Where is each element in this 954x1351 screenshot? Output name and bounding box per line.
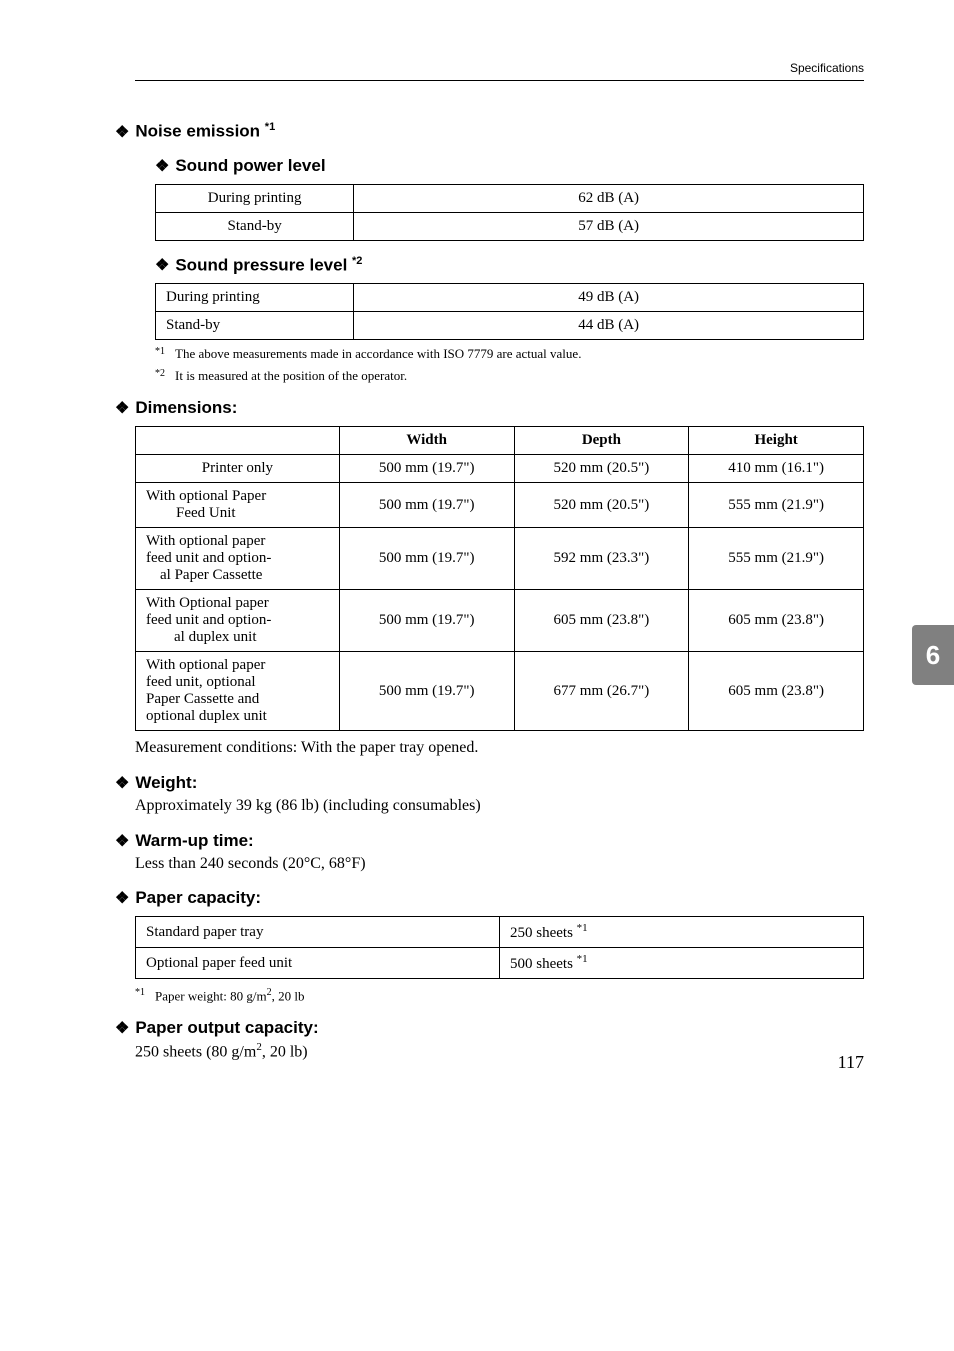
heading-paper-output: ❖ Paper output capacity: <box>115 1018 864 1038</box>
cell: During printing <box>156 184 354 212</box>
cell: 677 mm (26.7") <box>514 652 689 731</box>
footnote-text: Paper weight: 80 g/m2, 20 lb <box>155 987 304 1004</box>
col-header: Depth <box>514 427 689 455</box>
cell: Standard paper tray <box>136 917 500 948</box>
table-row: With optional paperfeed unit and option-… <box>136 528 864 590</box>
diamond-icon: ❖ <box>115 122 129 142</box>
footnote: *2 It is measured at the position of the… <box>155 368 864 384</box>
cell: 555 mm (21.9") <box>689 483 864 528</box>
cell: 605 mm (23.8") <box>689 590 864 652</box>
cell: 410 mm (16.1") <box>689 455 864 483</box>
diamond-icon: ❖ <box>115 773 129 793</box>
diamond-icon: ❖ <box>115 398 129 418</box>
footnote-text: It is measured at the position of the op… <box>175 368 407 384</box>
table-row: Printer only 500 mm (19.7") 520 mm (20.5… <box>136 455 864 483</box>
cell: 520 mm (20.5") <box>514 455 689 483</box>
table-row: Stand-by 44 dB (A) <box>156 312 864 340</box>
footnote-num: *2 <box>155 368 169 384</box>
papercap-footnote: *1 Paper weight: 80 g/m2, 20 lb <box>135 987 864 1004</box>
cell: 500 mm (19.7") <box>339 528 514 590</box>
footnote: *1 The above measurements made in accord… <box>155 346 864 362</box>
cell: 555 mm (21.9") <box>689 528 864 590</box>
cell: With optional paperfeed unit, optionalPa… <box>136 652 340 731</box>
table-row: With Optional paperfeed unit and option-… <box>136 590 864 652</box>
diamond-icon: ❖ <box>155 255 169 275</box>
cell: Stand-by <box>156 312 354 340</box>
noise-heading-text: Noise emission <box>135 122 260 141</box>
dimensions-heading-text: Dimensions: <box>135 398 237 418</box>
table-row: With optional paperfeed unit, optionalPa… <box>136 652 864 731</box>
cell: Optional paper feed unit <box>136 948 500 979</box>
cell: 44 dB (A) <box>354 312 864 340</box>
table-row: With optional PaperFeed Unit 500 mm (19.… <box>136 483 864 528</box>
col-header: Height <box>689 427 864 455</box>
dimensions-table: Width Depth Height Printer only 500 mm (… <box>135 426 864 731</box>
paperout-heading-text: Paper output capacity: <box>135 1018 318 1038</box>
cell: Stand-by <box>156 212 354 240</box>
footnote-num: *1 <box>155 346 169 362</box>
warmup-text: Less than 240 seconds (20°C, 68°F) <box>135 853 864 875</box>
footnote-text: The above measurements made in accordanc… <box>175 346 581 362</box>
cell: 500 mm (19.7") <box>339 483 514 528</box>
heading-noise-emission: ❖ Noise emission *1 <box>115 121 864 142</box>
table-header: Width Depth Height <box>136 427 864 455</box>
sound-pressure-sup: *2 <box>352 255 362 267</box>
heading-sound-power: ❖ Sound power level <box>155 156 864 176</box>
col-header <box>136 427 340 455</box>
diamond-icon: ❖ <box>115 831 129 851</box>
noise-heading-sup: *1 <box>265 121 275 133</box>
heading-warmup: ❖ Warm-up time: <box>115 831 864 851</box>
dimensions-note: Measurement conditions: With the paper t… <box>135 737 864 759</box>
footnote-num: *1 <box>135 987 149 1004</box>
warmup-heading-text: Warm-up time: <box>135 831 253 851</box>
weight-heading-text: Weight: <box>135 773 197 793</box>
table-row: During printing 62 dB (A) <box>156 184 864 212</box>
page-number: 117 <box>838 1052 864 1073</box>
weight-text: Approximately 39 kg (86 lb) (including c… <box>135 795 864 817</box>
cell: During printing <box>156 284 354 312</box>
papercap-heading-text: Paper capacity: <box>135 888 261 908</box>
table-row: Optional paper feed unit 500 sheets *1 <box>136 948 864 979</box>
diamond-icon: ❖ <box>115 1018 129 1038</box>
header-label: Specifications <box>790 61 864 75</box>
table-row: Standard paper tray 250 sheets *1 <box>136 917 864 948</box>
sound-power-table: During printing 62 dB (A) Stand-by 57 dB… <box>155 184 864 241</box>
cell: 250 sheets *1 <box>500 917 864 948</box>
diamond-icon: ❖ <box>115 888 129 908</box>
paper-capacity-table: Standard paper tray 250 sheets *1 Option… <box>135 916 864 979</box>
table-row: Stand-by 57 dB (A) <box>156 212 864 240</box>
cell: 57 dB (A) <box>354 212 864 240</box>
heading-sound-pressure: ❖ Sound pressure level *2 <box>155 255 864 276</box>
cell: Printer only <box>136 455 340 483</box>
heading-paper-capacity: ❖ Paper capacity: <box>115 888 864 908</box>
cell: 592 mm (23.3") <box>514 528 689 590</box>
sound-pressure-table: During printing 49 dB (A) Stand-by 44 dB… <box>155 283 864 340</box>
cell: With optional paperfeed unit and option-… <box>136 528 340 590</box>
cell: 500 mm (19.7") <box>339 652 514 731</box>
cell: With optional PaperFeed Unit <box>136 483 340 528</box>
cell: 49 dB (A) <box>354 284 864 312</box>
cell: 500 mm (19.7") <box>339 455 514 483</box>
sound-pressure-heading-text: Sound pressure level <box>175 255 347 274</box>
cell: 605 mm (23.8") <box>514 590 689 652</box>
diamond-icon: ❖ <box>155 156 169 176</box>
sound-power-heading-text: Sound power level <box>175 156 325 176</box>
cell: With Optional paperfeed unit and option-… <box>136 590 340 652</box>
header-rule: Specifications <box>135 80 864 81</box>
heading-weight: ❖ Weight: <box>115 773 864 793</box>
paperout-text: 250 sheets (80 g/m2, 20 lb) <box>135 1040 864 1063</box>
heading-dimensions: ❖ Dimensions: <box>115 398 864 418</box>
table-row: During printing 49 dB (A) <box>156 284 864 312</box>
cell: 520 mm (20.5") <box>514 483 689 528</box>
cell: 500 mm (19.7") <box>339 590 514 652</box>
cell: 500 sheets *1 <box>500 948 864 979</box>
cell: 605 mm (23.8") <box>689 652 864 731</box>
col-header: Width <box>339 427 514 455</box>
cell: 62 dB (A) <box>354 184 864 212</box>
